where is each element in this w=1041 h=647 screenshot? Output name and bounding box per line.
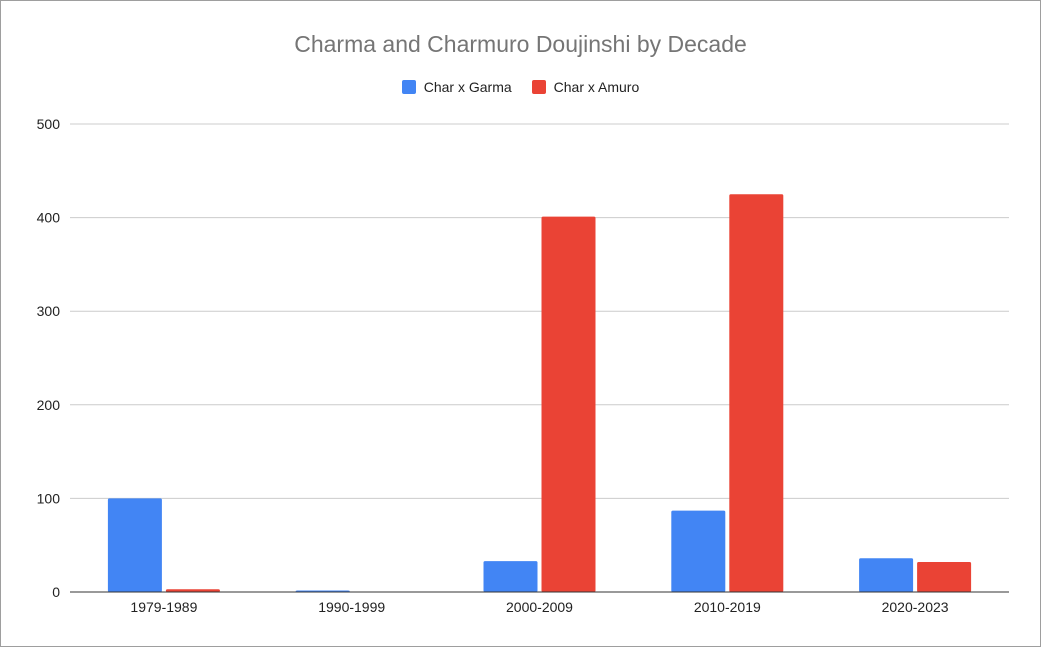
bar-char-x-amuro-2020-2023 (917, 562, 972, 592)
bar-char-x-amuro-1979-1989 (165, 589, 220, 592)
legend: Char x Garma Char x Amuro (1, 79, 1040, 95)
bar-char-x-garma-2000-2009 (483, 561, 538, 592)
x-tick-label: 2020-2023 (882, 599, 949, 615)
y-tick-label: 300 (37, 303, 61, 319)
bar-char-x-amuro-2000-2009 (541, 216, 596, 592)
y-tick-label: 100 (37, 490, 61, 506)
legend-swatch-char-x-garma (401, 80, 416, 94)
bar-char-x-garma-1979-1989 (107, 498, 162, 592)
bar-char-x-garma-2010-2019 (671, 510, 726, 592)
bar-char-x-garma-2020-2023 (859, 558, 914, 592)
x-tick-label: 2010-2019 (694, 599, 761, 615)
chart-title: Charma and Charmuro Doujinshi by Decade (294, 31, 747, 57)
x-tick-label: 1990-1999 (318, 599, 385, 615)
legend-swatch-char-x-amuro (531, 80, 546, 94)
y-tick-label: 400 (37, 210, 61, 226)
x-tick-label: 1979-1989 (130, 599, 197, 615)
legend-item-char-x-amuro[interactable]: Char x Amuro (531, 79, 640, 95)
y-tick-label: 200 (37, 397, 61, 413)
bar-char-x-amuro-2010-2019 (729, 194, 784, 592)
x-tick-label: 2000-2009 (506, 599, 573, 615)
y-tick-label: 0 (52, 584, 60, 600)
legend-label-char-x-garma: Char x Garma (423, 79, 512, 95)
y-tick-label: 500 (37, 116, 61, 132)
legend-item-char-x-garma[interactable]: Char x Garma (401, 79, 512, 95)
legend-label-char-x-amuro: Char x Amuro (553, 79, 640, 95)
